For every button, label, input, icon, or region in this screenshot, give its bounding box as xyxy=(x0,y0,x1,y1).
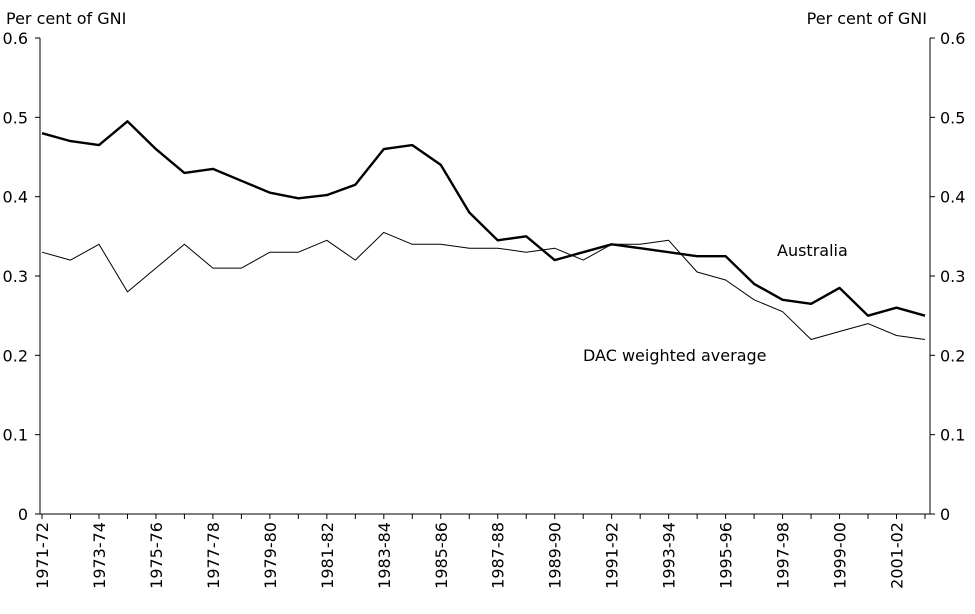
y2-tick-label: 0.2 xyxy=(940,346,965,365)
x-tick-label: 1995-96 xyxy=(717,522,736,589)
series-label: Australia xyxy=(777,241,848,260)
series-label: DAC weighted average xyxy=(583,346,767,365)
x-tick-label: 1975-76 xyxy=(147,522,166,589)
x-tick-label: 2001-02 xyxy=(888,522,907,589)
y-tick-label: 0 xyxy=(18,505,28,524)
y-tick-label: 0.5 xyxy=(3,108,28,127)
y2-tick-label: 0.3 xyxy=(940,267,965,286)
series-line xyxy=(41,231,926,340)
y-tick-label: 0.6 xyxy=(3,29,28,48)
y-tick-label: 0.3 xyxy=(3,267,28,286)
y2-tick-label: 0.1 xyxy=(940,426,965,445)
x-tick-label: 1981-82 xyxy=(318,522,337,589)
x-tick-label: 1973-74 xyxy=(90,522,109,589)
x-tick-label: 1979-80 xyxy=(261,522,280,589)
x-tick-label: 1985-86 xyxy=(432,522,451,589)
y-tick-label: 0.4 xyxy=(3,188,28,207)
x-tick-label: 1993-94 xyxy=(660,522,679,589)
series-line xyxy=(41,120,926,317)
y2-tick-label: 0.5 xyxy=(940,108,965,127)
x-tick-label: 1999-00 xyxy=(831,522,850,589)
y2-tick-label: 0 xyxy=(940,505,950,524)
y2-tick-label: 0.4 xyxy=(940,188,965,207)
x-tick-label: 1987-88 xyxy=(489,522,508,589)
x-tick-label: 1989-90 xyxy=(546,522,565,589)
y2-tick-label: 0.6 xyxy=(940,29,965,48)
x-tick-label: 1977-78 xyxy=(204,522,223,589)
y-axis-label: Per cent of GNI xyxy=(6,9,126,28)
x-tick-label: 1983-84 xyxy=(375,522,394,589)
x-tick-label: 1997-98 xyxy=(774,522,793,589)
x-tick-label: 1991-92 xyxy=(603,522,622,589)
y2-axis-label: Per cent of GNI xyxy=(807,9,927,28)
x-tick-label: 1971-72 xyxy=(33,522,52,589)
y-tick-label: 0.2 xyxy=(3,346,28,365)
y-tick-label: 0.1 xyxy=(3,426,28,445)
